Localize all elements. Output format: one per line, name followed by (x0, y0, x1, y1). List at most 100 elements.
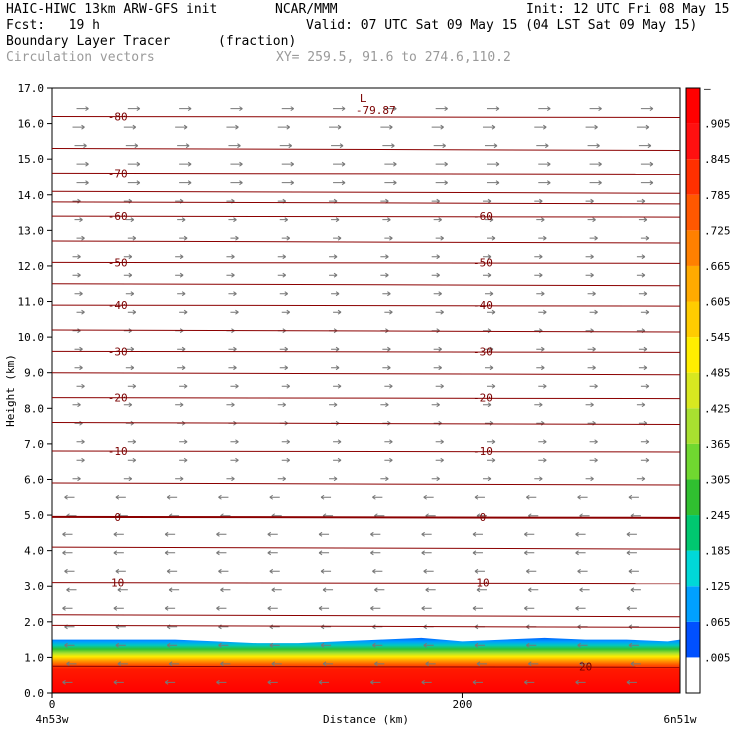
contour-label: -40 (473, 299, 493, 312)
vector-arrow (123, 124, 137, 130)
vector-arrow (587, 346, 596, 352)
vector-arrow (484, 346, 494, 352)
vector-arrow (76, 161, 89, 167)
vector-arrow (125, 365, 135, 371)
vector-arrow (166, 494, 178, 500)
vector-arrow (423, 494, 434, 500)
vector-arrow (431, 124, 444, 130)
vector-arrow (127, 161, 141, 167)
vector-arrow (626, 550, 637, 556)
vector-arrow (320, 568, 332, 574)
vector-arrow (538, 457, 547, 463)
vector-arrow (435, 457, 444, 463)
temperature-contour (51, 665, 681, 668)
vector-arrow (384, 457, 393, 463)
colorbar-swatch (686, 408, 700, 444)
y-tick-label: 0.0 (24, 687, 44, 700)
y-tick-label: 9.0 (24, 367, 44, 380)
vector-arrow (220, 661, 231, 667)
vector-arrow (628, 494, 639, 500)
colorbar-swatch (686, 88, 700, 124)
vector-arrow (638, 143, 652, 149)
vector-arrow (177, 143, 190, 149)
vector-arrow (630, 587, 641, 593)
vector-arrow (482, 476, 492, 482)
vector-arrow (117, 661, 128, 667)
vector-arrow (486, 457, 496, 463)
colorbar-label: .245 (704, 509, 731, 522)
contour-line (51, 201, 681, 205)
vector-arrow (636, 402, 646, 408)
vector-arrow (472, 679, 483, 685)
vector-arrow (370, 605, 381, 611)
vector-arrow (384, 309, 393, 315)
colorbar-swatch (686, 550, 700, 587)
vector-arrow (74, 143, 87, 149)
vector-arrow (281, 106, 295, 112)
vector-arrow (425, 661, 436, 667)
vector-arrow (179, 383, 188, 389)
vector-arrow (72, 476, 81, 482)
y-tick-label: 6.0 (24, 473, 44, 486)
vector-arrow (177, 365, 186, 371)
contour-label: -10 (108, 445, 128, 458)
vector-arrow (630, 661, 641, 667)
contour-label: 0 (114, 511, 121, 524)
low-marker: L (360, 92, 367, 105)
contour-label: -30 (108, 345, 128, 358)
vector-arrow (164, 550, 176, 556)
vector-arrow (370, 679, 381, 685)
vector-arrow (626, 679, 637, 685)
x-left-endpoint: 4n53w (35, 713, 68, 726)
vector-arrow (216, 679, 227, 685)
vector-arrow (638, 217, 648, 223)
vector-arrow (431, 402, 440, 408)
vector-arrow (281, 383, 291, 389)
colorbar-swatch (686, 479, 700, 516)
vector-arrow (230, 457, 239, 463)
vector-arrow (117, 587, 128, 593)
contour-label: -50 (108, 256, 128, 269)
vector-arrow (435, 161, 448, 167)
colorbar-swatch (686, 372, 700, 409)
vector-arrow (175, 272, 184, 278)
vector-arrow (585, 198, 594, 204)
vector-arrow (175, 476, 184, 482)
vector-arrow (575, 605, 586, 611)
colorbar-label: .125 (704, 580, 731, 593)
colorbar-frame (685, 87, 701, 694)
y-tick-label: 16.0 (18, 118, 45, 131)
vector-arrow (472, 605, 483, 611)
vector-arrow (115, 642, 126, 648)
vector-arrow (435, 180, 448, 186)
vector-arrow (486, 106, 500, 112)
vector-arrow (226, 124, 239, 130)
low-value: -79.87 (356, 104, 396, 117)
vector-arrow (585, 402, 594, 408)
y-tick-label: 7.0 (24, 438, 44, 451)
vector-arrow (267, 605, 278, 611)
vector-arrow (76, 106, 89, 112)
field-units: (fraction) (218, 34, 297, 49)
vector-arrow (113, 531, 124, 537)
colorbar-label: .065 (704, 616, 731, 629)
vector-arrow (484, 143, 498, 149)
vector-arrow (524, 605, 535, 611)
vector-arrow (587, 365, 596, 371)
vector-arrow (218, 494, 229, 500)
colorbar-swatch (686, 265, 700, 302)
vector-arrow (536, 346, 545, 352)
colorbar-label: .425 (704, 402, 731, 415)
vector-arrow (76, 457, 85, 463)
vector-arrow (333, 235, 342, 241)
temperature-contour (51, 515, 681, 519)
colorbar-swatch (686, 515, 700, 551)
vector-arrow (474, 568, 485, 574)
vector-arrow (125, 346, 135, 352)
contour-line (51, 329, 681, 333)
vector-arrow (636, 254, 646, 260)
vector-arrow (64, 494, 75, 500)
vector-arrow (384, 161, 397, 167)
vector-arrow (168, 587, 180, 593)
field-name: Boundary Layer Tracer (6, 34, 171, 49)
